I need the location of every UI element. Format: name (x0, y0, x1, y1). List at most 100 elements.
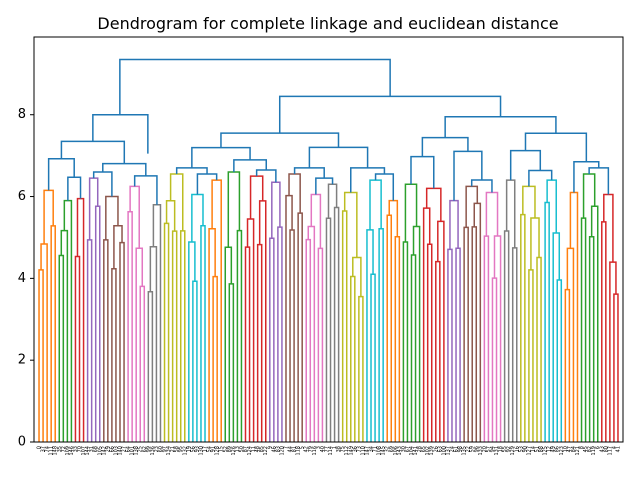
dendrogram-link-13 (111, 268, 117, 442)
leaf-tick-label: 90 (522, 446, 528, 452)
dendrogram-link-134 (421, 136, 469, 157)
leaf-tick-label: 31 (89, 446, 95, 452)
leaf-tick-label: 22 (466, 446, 472, 452)
dendrogram-link-130 (220, 132, 340, 148)
dendrogram-link-122 (255, 169, 277, 183)
leaf-tick-label: 30 (401, 446, 407, 452)
dendrogram-link-139 (524, 132, 588, 162)
dendrogram-link-76 (422, 207, 431, 442)
leaf-tick-label: 21 (170, 446, 176, 452)
dendrogram-link-25 (171, 230, 178, 442)
dendrogram-link-111 (613, 293, 619, 442)
dendrogram-link-42 (256, 243, 263, 442)
dendrogram-link-35 (211, 179, 222, 442)
leaf-tick-label: 139 (429, 446, 435, 456)
leaf-tick-label: 87 (243, 446, 249, 452)
leaf-tick-label: 66 (109, 446, 115, 452)
dendrogram-link-40 (244, 246, 251, 442)
dendrogram-link-27 (179, 230, 186, 442)
dendrogram-link-80 (447, 248, 453, 442)
dendrogram-link-1 (40, 243, 48, 442)
leaf-tick-label: 92 (506, 446, 512, 452)
y-tick-label: 4 (18, 271, 26, 286)
dendrogram-link-127 (374, 173, 395, 201)
dendrogram-link-87 (483, 235, 490, 442)
dendrogram-link-98 (522, 185, 536, 218)
dendrogram-link-17 (127, 211, 133, 442)
leaf-tick-label: 4 (611, 446, 617, 449)
dendrogram-link-8 (76, 197, 85, 442)
dendrogram-link-104 (566, 247, 575, 442)
leaf-tick-label: 6 (595, 446, 601, 449)
leaf-tick-label: 77 (324, 446, 330, 452)
dendrogram-link-133 (453, 150, 483, 201)
dendrogram-link-11 (88, 177, 99, 240)
leaf-tick-label: 85 (259, 446, 265, 452)
leaf-tick-label: 131 (494, 446, 500, 456)
dendrogram-link-63 (343, 191, 358, 258)
leaf-tick-label: 119 (591, 446, 597, 456)
leaf-tick-label: 15 (219, 446, 225, 452)
leaf-tick-label: 127 (526, 446, 532, 456)
leaf-tick-label: 7 (283, 446, 289, 449)
dendrogram-link-18 (139, 285, 146, 442)
dendrogram-link-15 (113, 225, 123, 269)
dendrogram-link-135 (528, 169, 553, 187)
leaf-tick-label: 59 (470, 446, 476, 452)
leaf-tick-label: 123 (559, 446, 565, 456)
leaf-tick-label: 24 (449, 446, 455, 452)
dendrogram-link-142 (278, 95, 502, 134)
dendrogram-link-44 (249, 175, 264, 220)
dendrogram-link-31 (200, 224, 206, 442)
dendrogram-link-124 (191, 146, 251, 168)
leaf-tick-label: 17 (203, 446, 209, 452)
dendrogram-link-64 (370, 273, 376, 442)
dendrogram-link-105 (569, 191, 579, 442)
leaf-tick-label: 49 (551, 446, 557, 452)
leaf-tick-label: 51 (535, 446, 541, 452)
dendrogram-link-43 (258, 200, 267, 442)
leaf-tick-label: 89 (227, 446, 233, 452)
leaf-tick-label: 75 (340, 446, 346, 452)
leaf-tick-label: 103 (113, 446, 119, 456)
leaf-tick-label: 121 (575, 446, 581, 456)
dendrogram-link-90 (485, 191, 499, 237)
leaf-tick-label: 117 (607, 446, 613, 456)
dendrogram-link-112 (609, 261, 617, 442)
leaf-tick-label: 142 (101, 446, 107, 456)
dendrogram-link-137 (588, 167, 610, 195)
dendrogram-link-21 (147, 290, 154, 442)
leaf-tick-label: 41 (615, 446, 621, 452)
dendrogram-link-126 (293, 167, 325, 179)
leaf-tick-label: 36 (352, 446, 358, 452)
leaf-tick-label: 143 (397, 446, 403, 456)
dendrogram-link-58 (327, 183, 338, 219)
leaf-tick-label: 144 (85, 446, 91, 456)
dendrogram-link-86 (465, 185, 479, 228)
dendrogram-link-96 (536, 256, 542, 442)
dendrogram-link-16 (105, 195, 119, 240)
leaf-tick-label: 73 (356, 446, 362, 452)
leaf-tick-label: 64 (126, 446, 132, 452)
leaf-tick-label: 46 (271, 446, 277, 452)
dendrogram-link-100 (556, 279, 563, 442)
leaf-tick-label: 52 (223, 446, 229, 452)
dendrogram-link-102 (546, 179, 557, 233)
dendrogram-link-83 (463, 226, 469, 442)
dendrogram-link-72 (410, 254, 417, 442)
leaf-tick-label: 43 (599, 446, 605, 452)
dendrogram-link-84 (471, 226, 478, 442)
leaf-tick-label: 129 (510, 446, 516, 456)
dendrogram-link-22 (149, 246, 158, 442)
leaf-tick-label: 19 (186, 446, 192, 452)
leaf-tick-label: 93 (194, 446, 200, 452)
leaf-tick-label: 26 (433, 446, 439, 452)
leaf-tick-label: 42 (304, 446, 310, 452)
leaf-tick-label: 83 (275, 446, 281, 452)
dendrogram-link-74 (404, 183, 418, 243)
leaf-tick-label: 104 (409, 446, 415, 456)
y-tick-label: 0 (18, 435, 26, 450)
dendrogram-link-106 (580, 217, 587, 442)
leaf-tick-label: 0 (37, 446, 43, 449)
